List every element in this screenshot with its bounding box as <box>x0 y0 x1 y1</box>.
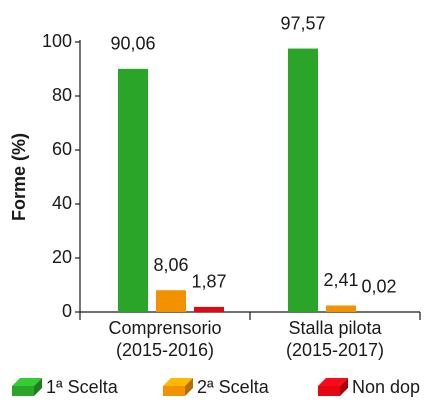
legend-label: 1ª Scelta <box>46 377 119 397</box>
legend-swatch <box>340 378 348 396</box>
y-tick-label: 40 <box>52 193 72 213</box>
legend-label: 2ª Scelta <box>197 377 270 397</box>
y-axis-label: Forme (%) <box>9 133 29 221</box>
legend-swatch <box>34 378 42 396</box>
bar <box>326 305 356 312</box>
bar <box>194 306 224 312</box>
legend-swatch <box>318 386 340 396</box>
bar <box>288 48 318 312</box>
legend-item: 2ª Scelta <box>163 377 270 397</box>
legend-item: Non dop <box>318 377 420 397</box>
legend-item: 1ª Scelta <box>12 377 119 397</box>
value-label: 2,41 <box>323 270 358 290</box>
legend-swatch <box>318 378 348 386</box>
y-tick-label: 0 <box>62 301 72 321</box>
legend-swatch <box>12 386 34 396</box>
y-tick-label: 80 <box>52 85 72 105</box>
x-tick-label: Comprensorio <box>108 318 221 338</box>
value-label: 1,87 <box>191 272 226 292</box>
x-tick-label: (2015-2017) <box>286 340 384 360</box>
x-tick-label: (2015-2016) <box>116 340 214 360</box>
legend-swatch <box>163 386 185 396</box>
bar <box>156 290 186 312</box>
legend-label: Non dop <box>352 377 420 397</box>
y-tick-label: 60 <box>52 139 72 159</box>
bar <box>118 68 148 312</box>
value-label: 97,57 <box>280 13 325 33</box>
legend-swatch <box>163 378 193 386</box>
y-tick-label: 100 <box>42 31 72 51</box>
value-label: 8,06 <box>153 255 188 275</box>
legend-swatch <box>185 378 193 396</box>
value-label: 90,06 <box>110 34 155 54</box>
legend-swatch <box>12 378 42 386</box>
x-tick-label: Stalla pilota <box>288 318 382 338</box>
y-tick-label: 20 <box>52 247 72 267</box>
value-label: 0,02 <box>361 277 396 297</box>
